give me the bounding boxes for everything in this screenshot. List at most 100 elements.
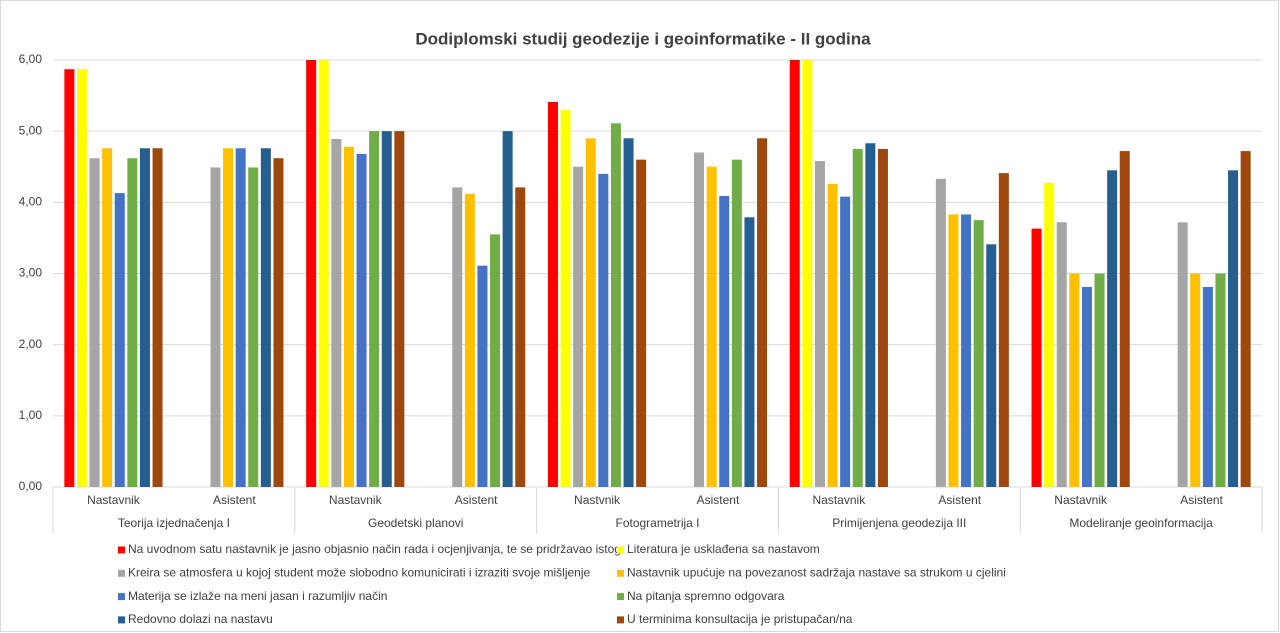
y-tick-label: 1,00 (19, 408, 43, 422)
bar (89, 158, 100, 487)
bar (1069, 273, 1080, 487)
legend-swatch (118, 546, 125, 554)
bar (973, 220, 984, 487)
bar (789, 60, 800, 487)
bar (490, 234, 501, 487)
bar (1215, 273, 1226, 487)
x-tick-label: Nastavnik (1054, 493, 1108, 507)
legend-label: Na pitanja spremno odgovara (627, 589, 785, 603)
legend-swatch (118, 616, 125, 624)
bar (744, 217, 755, 488)
bar (694, 152, 705, 487)
bar (827, 183, 838, 487)
legend-label: Kreira se atmosfera u kojoj student može… (128, 565, 591, 579)
legend-label: Nastavnik upućuje na povezanost sadržaja… (627, 565, 1006, 579)
chart-title: Dodiplomski studij geodezije i geoinform… (415, 29, 871, 48)
x-tick-label: Asistent (697, 493, 740, 507)
bar (1056, 222, 1067, 487)
x-tick-label: Asistent (1180, 493, 1223, 507)
legend-swatch (617, 593, 624, 601)
legend-label: Redovno dolazi na nastavu (128, 612, 273, 626)
x-tick-label: Nastvnik (574, 493, 621, 507)
bar (1081, 287, 1092, 487)
legend-label: Materija se izlaže na meni jasan i razum… (128, 589, 387, 603)
legend-swatch (617, 546, 624, 554)
bar (1240, 151, 1251, 488)
bar (731, 159, 742, 487)
bar (948, 214, 959, 487)
bar (369, 131, 380, 487)
bar (210, 167, 221, 487)
bar (840, 196, 851, 487)
bar (318, 60, 329, 487)
bar (102, 148, 113, 487)
bar (706, 166, 717, 487)
bar (1044, 183, 1055, 487)
bar (1031, 228, 1042, 488)
x-tick-label: Asistent (213, 493, 256, 507)
legend-swatch (617, 616, 624, 624)
bar (139, 148, 150, 487)
bar (814, 161, 825, 487)
bar (986, 244, 997, 487)
bar (1202, 287, 1213, 487)
group-label: Modeliranje geoinformacija (1069, 516, 1213, 530)
bar (273, 158, 284, 487)
bar (502, 131, 513, 487)
bar (1190, 273, 1201, 487)
bar (877, 148, 888, 488)
y-tick-label: 5,00 (19, 123, 43, 137)
y-tick-label: 3,00 (19, 266, 43, 280)
bar (260, 148, 271, 487)
x-tick-label: Nastavnik (329, 493, 383, 507)
x-tick-label: Asistent (938, 493, 981, 507)
bar (560, 109, 571, 488)
bar (356, 153, 367, 487)
x-tick-label: Nastavnik (813, 493, 867, 507)
bar (331, 138, 342, 487)
bar (610, 123, 621, 488)
bar (343, 146, 354, 487)
bar (114, 193, 125, 487)
bar (248, 167, 259, 487)
bar (636, 159, 647, 487)
x-tick-label: Asistent (455, 493, 498, 507)
bar (585, 138, 596, 488)
group-label: Geodetski planovi (368, 516, 463, 530)
x-tick-label: Nastavnik (87, 493, 141, 507)
bar (1228, 170, 1239, 487)
legend-label: Literatura je usklađena sa nastavom (627, 542, 820, 556)
bar (547, 101, 558, 487)
y-tick-label: 2,00 (19, 337, 43, 351)
bar (865, 143, 876, 487)
bar (223, 148, 234, 487)
legend-label: U terminima konsultacija je pristupačan/… (627, 612, 853, 626)
bar (452, 187, 463, 487)
bar (1119, 151, 1130, 488)
bar (76, 69, 87, 488)
legend-swatch (118, 569, 125, 577)
bar (1107, 170, 1118, 487)
bar (852, 148, 863, 488)
bar (381, 131, 392, 487)
bar (998, 173, 1009, 487)
bar (961, 214, 972, 487)
bar (623, 138, 634, 488)
y-tick-label: 4,00 (19, 195, 43, 209)
bar (757, 138, 768, 488)
bar (802, 60, 813, 487)
bar (235, 148, 246, 487)
group-label: Teorija izjednačenja I (118, 516, 230, 530)
legend-swatch (118, 593, 125, 601)
bar (64, 69, 75, 488)
bar (573, 166, 584, 487)
bar (515, 187, 526, 487)
bar (464, 193, 475, 487)
group-label: Fotogrametrija I (615, 516, 699, 530)
legend-label: Na uvodnom satu nastavnik je jasno objas… (128, 542, 621, 556)
bar (152, 148, 163, 487)
bar (306, 60, 317, 487)
bar (394, 131, 405, 487)
bar (1177, 222, 1188, 487)
